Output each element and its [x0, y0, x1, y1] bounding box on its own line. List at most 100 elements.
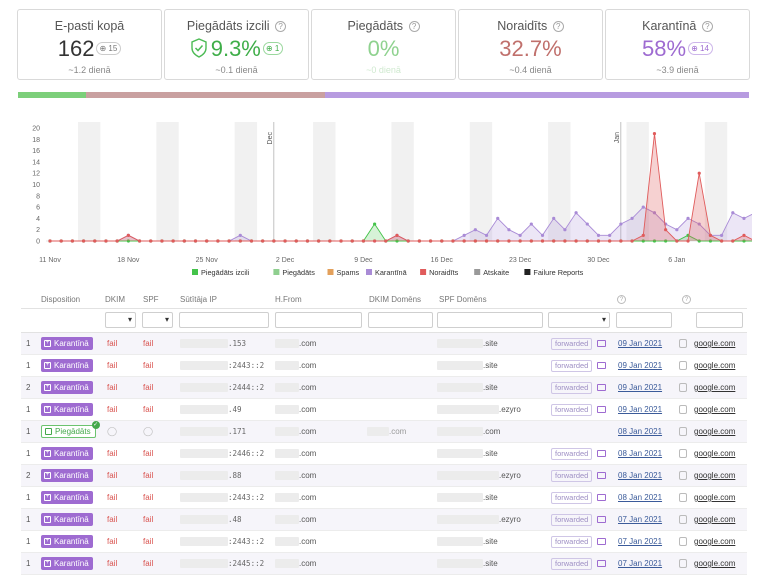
card-subtext: ~0.4 dienā — [509, 65, 552, 75]
comment-icon[interactable] — [597, 516, 607, 523]
spf-domain-filter-input[interactable] — [437, 312, 543, 328]
card-delivered-excellent[interactable]: Piegādāts izcili ? 9.3% ⊕ 1 ~0.1 dienā — [164, 9, 309, 80]
sender-ip[interactable]: .171 — [180, 421, 246, 442]
sender-ip[interactable]: :2443::2 — [180, 531, 264, 552]
report-date-link[interactable]: 07 Jan 2021 — [618, 537, 663, 546]
sender-ip[interactable]: :2443::2 — [180, 487, 264, 508]
card-rejected[interactable]: Noraidīts ? 32.7% ~0.4 dienā — [458, 9, 603, 80]
sender-ip[interactable]: :2446::2 — [180, 443, 264, 464]
disposition-cell[interactable]: Piegādāts ✓ — [41, 421, 100, 442]
sender-ip[interactable]: .153 — [180, 333, 246, 354]
reporter-cell[interactable]: google.com — [679, 355, 735, 376]
disposition-cell[interactable]: + Karantīnā — [41, 377, 93, 398]
report-date-link[interactable]: 09 Jan 2021 — [618, 339, 663, 348]
comment-icon[interactable] — [597, 494, 607, 501]
col-dkim-domain[interactable]: DKIM Domēns — [369, 295, 422, 304]
dkim-domain-filter-input[interactable] — [368, 312, 433, 328]
report-date-link[interactable]: 09 Jan 2021 — [618, 361, 663, 370]
spf-filter-select[interactable] — [142, 312, 173, 328]
disposition-cell[interactable]: + Karantīnā — [41, 399, 93, 420]
help-icon[interactable]: ? — [682, 295, 691, 304]
card-delivered[interactable]: Piegādāts ? 0% ~0 dienā — [311, 9, 456, 80]
disposition-cell[interactable]: + Karantīnā — [41, 465, 93, 486]
dkim-filter-select[interactable] — [105, 312, 136, 328]
ip-filter-input[interactable] — [179, 312, 269, 328]
reporter-cell[interactable]: google.com — [679, 421, 735, 442]
reporter-cell[interactable]: google.com — [679, 399, 735, 420]
table-row[interactable]: 1 + Karantīnā fail fail .153 .com .site f… — [21, 333, 747, 355]
card-total[interactable]: E-pasti kopā 162 ⊕ 15 ~1.2 dienā — [17, 9, 162, 80]
spf-result: fail — [143, 405, 154, 414]
disposition-cell[interactable]: + Karantīnā — [41, 355, 93, 376]
report-date-link[interactable]: 07 Jan 2021 — [618, 559, 663, 568]
sender-ip[interactable]: .48 — [180, 509, 242, 530]
reporter-cell[interactable]: google.com — [679, 377, 735, 398]
reporter-filter-input[interactable] — [696, 312, 743, 328]
table-row[interactable]: 1 + Karantīnā fail fail :2445::2 .com .si… — [21, 553, 747, 575]
table-row[interactable]: 1 + Karantīnā fail fail :2443::2 .com .si… — [21, 487, 747, 509]
table-row[interactable]: 1 + Karantīnā fail fail :2446::2 .com .si… — [21, 443, 747, 465]
comment-icon[interactable] — [597, 450, 607, 457]
col-dkim[interactable]: DKIM — [105, 295, 125, 304]
report-date-link[interactable]: 08 Jan 2021 — [618, 493, 663, 502]
disposition-cell[interactable]: + Karantīnā — [41, 553, 93, 574]
disposition-cell[interactable]: + Karantīnā — [41, 531, 93, 552]
spf-domain: .site — [437, 355, 498, 376]
report-date-link[interactable]: 07 Jan 2021 — [618, 515, 663, 524]
report-date-link[interactable]: 09 Jan 2021 — [618, 383, 663, 392]
comment-icon[interactable] — [597, 340, 607, 347]
data-point — [496, 239, 500, 243]
sender-ip[interactable]: .88 — [180, 465, 242, 486]
sender-ip[interactable]: :2444::2 — [180, 377, 264, 398]
disposition-cell[interactable]: + Karantīnā — [41, 333, 93, 354]
disposition-cell[interactable]: + Karantīnā — [41, 509, 93, 530]
date-filter-input[interactable] — [616, 312, 672, 328]
table-row[interactable]: 1 Piegādāts ✓ ◯ ◯ .171 .com .com .com 08 … — [21, 421, 747, 443]
table-row[interactable]: 1 + Karantīnā fail fail .49 .com .ezyro f… — [21, 399, 747, 421]
data-point — [115, 239, 119, 243]
table-row[interactable]: 2 + Karantīnā fail fail :2444::2 .com .si… — [21, 377, 747, 399]
comment-icon[interactable] — [597, 560, 607, 567]
help-icon[interactable]: ? — [408, 21, 420, 32]
disposition-cell[interactable]: + Karantīnā — [41, 443, 93, 464]
reporter-cell[interactable]: google.com — [679, 553, 735, 574]
policy-filter-select[interactable] — [548, 312, 610, 328]
help-icon[interactable]: ? — [275, 21, 287, 32]
col-spf[interactable]: SPF — [143, 295, 159, 304]
col-spf-domain[interactable]: SPF Domēns — [439, 295, 487, 304]
x-tick-label: 6 Jan — [668, 257, 685, 264]
reporter-cell[interactable]: google.com — [679, 531, 735, 552]
reporter-cell[interactable]: google.com — [679, 487, 735, 508]
report-date-link[interactable]: 08 Jan 2021 — [618, 427, 663, 436]
comment-icon[interactable] — [597, 472, 607, 479]
data-point — [70, 239, 74, 243]
comment-icon[interactable] — [597, 362, 607, 369]
col-disposition[interactable]: Disposition — [41, 295, 81, 304]
card-quarantine[interactable]: Karantīnā ? 58% ⊕ 14 ~3.9 dienā — [605, 9, 750, 80]
reporter-cell[interactable]: google.com — [679, 333, 735, 354]
help-icon[interactable]: ? — [552, 21, 564, 32]
table-row[interactable]: 1 + Karantīnā fail fail :2443::2 .com .si… — [21, 355, 747, 377]
col-hfrom[interactable]: H.From — [275, 295, 302, 304]
reporter-cell[interactable]: google.com — [679, 465, 735, 486]
hfrom-filter-input[interactable] — [275, 312, 362, 328]
reporter-cell[interactable]: google.com — [679, 509, 735, 530]
disposition-cell[interactable]: + Karantīnā — [41, 487, 93, 508]
table-row[interactable]: 2 + Karantīnā fail fail .88 .com .ezyro f… — [21, 465, 747, 487]
report-date-link[interactable]: 09 Jan 2021 — [618, 405, 663, 414]
table-row[interactable]: 1 + Karantīnā fail fail .48 .com .ezyro f… — [21, 509, 747, 531]
report-date-link[interactable]: 08 Jan 2021 — [618, 449, 663, 458]
reporter-cell[interactable]: google.com — [679, 443, 735, 464]
sender-ip[interactable]: .49 — [180, 399, 242, 420]
col-ip[interactable]: Sūtītāja IP — [180, 295, 217, 304]
help-icon[interactable]: ? — [617, 295, 626, 304]
help-icon[interactable]: ? — [701, 21, 713, 32]
sender-ip[interactable]: :2443::2 — [180, 355, 264, 376]
sender-ip[interactable]: :2445::2 — [180, 553, 264, 574]
report-date-link[interactable]: 08 Jan 2021 — [618, 471, 663, 480]
comment-icon[interactable] — [597, 538, 607, 545]
table-row[interactable]: 1 + Karantīnā fail fail :2443::2 .com .si… — [21, 531, 747, 553]
comment-icon[interactable] — [597, 406, 607, 413]
x-tick-label: 30 Dec — [587, 257, 610, 264]
comment-icon[interactable] — [597, 384, 607, 391]
